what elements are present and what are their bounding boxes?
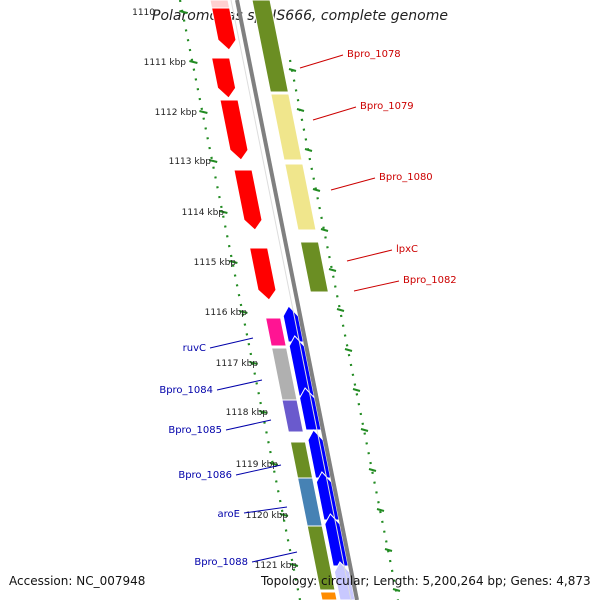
gene-labels: Bpro_1078 Bpro_1079 Bpro_1080 lpxC Bpro_1082… bbox=[159, 49, 456, 568]
scale-tick-label: 1117 kbp bbox=[216, 359, 259, 369]
outer-track-tick bbox=[392, 588, 401, 592]
outer-track-tick bbox=[352, 388, 361, 392]
scale-tick-label: 1118 kbp bbox=[226, 408, 269, 418]
outer-track-tick bbox=[360, 428, 369, 432]
backbone bbox=[230, 0, 359, 600]
scale-tick-label: 1112 kbp bbox=[155, 108, 198, 118]
gene-block-orange bbox=[319, 591, 338, 600]
gene-label-forward: Bpro_1078 bbox=[347, 49, 401, 60]
scale-tick-label: 1111 kbp bbox=[144, 58, 187, 68]
outer-track-tick bbox=[320, 228, 329, 232]
gene-block-olive bbox=[306, 525, 336, 591]
gene-label-reverse: Bpro_1085 bbox=[168, 425, 222, 436]
label-leader-line bbox=[312, 106, 357, 121]
outer-track-tick bbox=[344, 348, 353, 352]
gene-label-reverse: Bpro_1088 bbox=[194, 557, 248, 568]
scale-tick bbox=[249, 361, 258, 365]
scale-tick bbox=[179, 10, 188, 14]
outer-track-tick bbox=[336, 308, 345, 312]
scale-tick bbox=[279, 513, 289, 517]
gene-block-khaki bbox=[270, 93, 303, 161]
inner-dotted-track bbox=[178, 0, 302, 600]
backbone-edge bbox=[230, 0, 352, 600]
label-leader-line bbox=[251, 551, 298, 563]
label-leader-line bbox=[299, 54, 344, 69]
gene-tracks bbox=[209, 0, 356, 600]
dotted-tracks bbox=[178, 0, 400, 600]
gene-block-olive bbox=[299, 241, 330, 293]
gene-label-forward: Bpro_1080 bbox=[379, 172, 433, 183]
label-leader-line bbox=[209, 337, 254, 349]
scale-tick-label: 1119 kbp bbox=[236, 460, 279, 470]
outer-track-tick bbox=[368, 468, 377, 472]
gene-block-slate bbox=[281, 399, 305, 433]
outer-track-tick bbox=[288, 68, 297, 72]
backbone-line bbox=[235, 0, 359, 600]
scale-tick-label: 1120 kbp bbox=[246, 511, 289, 521]
label-leader-line bbox=[235, 464, 282, 476]
scale-tick bbox=[208, 159, 218, 163]
gene-block-magenta bbox=[264, 317, 287, 347]
scale-tick bbox=[239, 310, 248, 314]
scale-tick-label: 1115 kbp bbox=[194, 258, 237, 268]
gene-block-khaki bbox=[284, 163, 317, 231]
gene-label-forward: lpxC bbox=[396, 244, 418, 255]
gene-block-blue-faded bbox=[333, 561, 356, 600]
label-leader-line bbox=[225, 419, 272, 431]
accession-text: Accession: NC_007948 bbox=[9, 574, 146, 588]
gene-label-reverse: ruvC bbox=[183, 343, 206, 354]
gene-block-faded bbox=[209, 0, 231, 9]
gene-block-olive bbox=[251, 0, 290, 93]
label-leader-line bbox=[346, 249, 393, 262]
label-leader-line bbox=[243, 506, 288, 514]
gene-block-red bbox=[248, 247, 277, 301]
gene-label-forward: Bpro_1082 bbox=[403, 275, 457, 286]
outer-track-tick bbox=[304, 148, 313, 152]
scale-tick-label: 1116 kbp bbox=[205, 308, 248, 318]
gene-label-reverse: Bpro_1086 bbox=[178, 470, 232, 481]
label-leader-line bbox=[330, 177, 376, 191]
outer-track-tick bbox=[296, 108, 305, 112]
outer-track-tick bbox=[312, 188, 321, 192]
scale-tick bbox=[229, 260, 238, 264]
scale-ticks: 1110 1111 kbp 1112 kbp 1113 kbp 1114 kbp 1115… bbox=[132, 8, 401, 592]
scale-tick bbox=[199, 110, 208, 114]
scale-tick-label: 1114 kbp bbox=[182, 208, 225, 218]
scale-tick-label: 1121 kbp bbox=[255, 561, 298, 571]
scale-tick bbox=[189, 60, 198, 64]
outer-track-tick bbox=[384, 548, 393, 552]
genome-summary-text: Topology: circular; Length: 5,200,264 bp… bbox=[261, 574, 591, 588]
gene-block-red bbox=[219, 99, 249, 161]
scale-tick bbox=[219, 210, 228, 214]
scale-tick bbox=[259, 410, 268, 414]
gene-label-reverse: Bpro_1084 bbox=[159, 385, 213, 396]
label-leader-line bbox=[216, 379, 263, 391]
scale-tick bbox=[289, 563, 299, 567]
gene-label-reverse: aroE bbox=[218, 509, 240, 520]
scale-tick-label: 1110 bbox=[132, 8, 155, 18]
outer-track-tick bbox=[328, 268, 337, 272]
gene-label-forward: Bpro_1079 bbox=[360, 101, 414, 112]
gene-block-red bbox=[210, 57, 237, 99]
gene-block-red bbox=[209, 0, 237, 51]
gene-block-red bbox=[233, 169, 263, 231]
scale-tick bbox=[269, 462, 279, 466]
outer-track-tick bbox=[376, 508, 385, 512]
scale-tick-label: 1113 kbp bbox=[169, 157, 212, 167]
label-leader-line bbox=[353, 280, 400, 292]
